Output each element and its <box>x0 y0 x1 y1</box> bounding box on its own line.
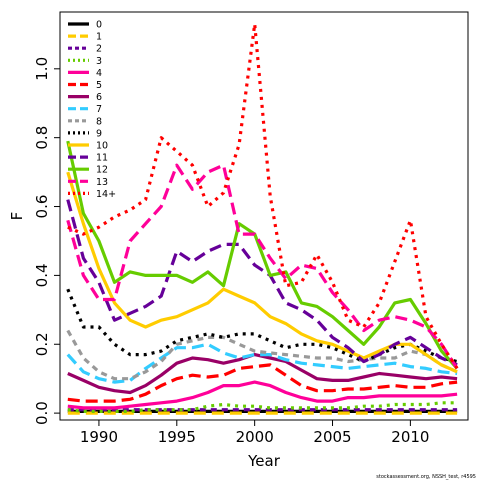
y-tick-label: 0.0 <box>33 401 51 425</box>
series-layer <box>66 22 459 415</box>
y-tick-label: 0.6 <box>33 195 51 219</box>
series-line-5 <box>67 363 458 403</box>
series-line-8 <box>66 329 458 381</box>
y-tick-label: 1.0 <box>33 57 51 81</box>
legend-label: 9 <box>96 128 102 139</box>
series-line-13 <box>66 163 459 370</box>
series-line-4 <box>67 380 458 410</box>
y-axis-title: F <box>8 212 26 221</box>
plot-frame <box>59 11 469 421</box>
y-tick-label: 0.4 <box>33 263 51 287</box>
legend-label: 7 <box>96 104 102 115</box>
series-line-7 <box>66 342 458 384</box>
legend-label: 6 <box>96 92 102 103</box>
legend-label: 12 <box>96 165 108 176</box>
legend-label: 5 <box>96 80 102 91</box>
legend-label: 0 <box>96 20 102 31</box>
x-tick-label: 2005 <box>313 428 351 446</box>
credit-text: stockassessment.org, NSSH_test, r4595 <box>376 474 476 480</box>
series-line-11 <box>66 199 458 367</box>
x-axis: 1990 1995 2000 2005 2010 <box>80 420 429 446</box>
series-line-3 <box>67 401 458 413</box>
series-line-12 <box>66 140 459 370</box>
legend-label: 2 <box>96 44 102 55</box>
legend-label: 1 <box>96 32 102 43</box>
x-tick-label: 1995 <box>158 428 196 446</box>
x-tick-label: 2000 <box>236 428 274 446</box>
x-tick-label: 2010 <box>391 428 429 446</box>
series-line-14plus <box>67 22 459 370</box>
series-line-6 <box>67 353 458 395</box>
y-tick-label: 0.2 <box>33 332 51 356</box>
x-tick-label: 1990 <box>80 428 118 446</box>
y-tick-label: 0.8 <box>33 126 51 150</box>
legend-label: 13 <box>96 177 108 188</box>
legend-label: 14+ <box>96 189 116 200</box>
legend-label: 10 <box>96 141 108 152</box>
y-axis: 0.0 0.2 0.4 0.6 0.8 1.0 <box>33 57 60 425</box>
x-axis-title: Year <box>247 452 281 470</box>
legend-label: 8 <box>96 116 102 127</box>
legend-label: 4 <box>96 68 102 79</box>
legend-label: 11 <box>96 153 108 164</box>
legend-label: 3 <box>96 56 102 67</box>
